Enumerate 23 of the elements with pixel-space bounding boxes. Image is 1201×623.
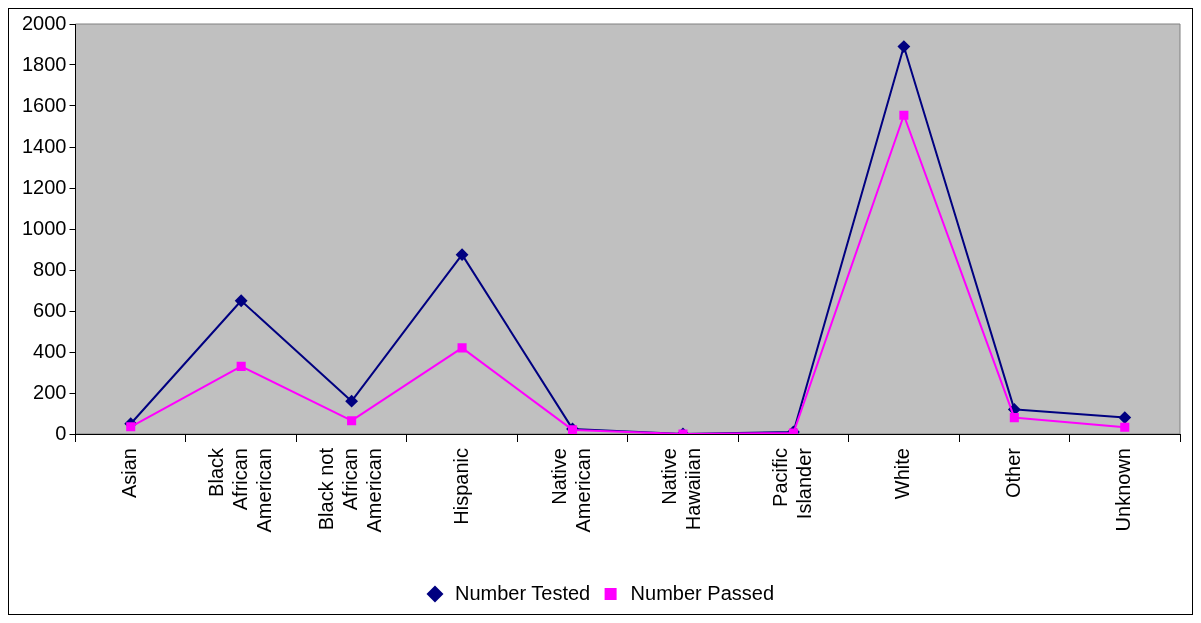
y-tick-label: 400 bbox=[33, 339, 67, 362]
x-tick-label: White bbox=[891, 448, 914, 500]
x-tick-label: Black not African American bbox=[315, 447, 386, 533]
legend-label: Number Tested bbox=[454, 581, 591, 604]
x-tick-label: Pacific Islander bbox=[768, 447, 815, 520]
legend-label: Number Passed bbox=[630, 581, 775, 604]
x-tick-label: Native Hawaiian bbox=[658, 448, 705, 531]
x-tick-label: Black African American bbox=[204, 447, 275, 533]
y-tick-label: 0 bbox=[55, 421, 67, 444]
y-tick-label: 600 bbox=[33, 298, 67, 321]
x-tick-label: Other bbox=[1001, 447, 1024, 499]
y-tick-label: 2000 bbox=[21, 11, 67, 34]
x-tick-label: Asian bbox=[118, 448, 141, 499]
x-tick-label: Hispanic bbox=[449, 448, 472, 525]
x-tick-label: Unknown bbox=[1112, 448, 1135, 532]
y-tick-label: 1800 bbox=[21, 52, 67, 75]
y-tick-label: 1000 bbox=[21, 216, 67, 239]
y-tick-label: 1200 bbox=[21, 175, 67, 198]
y-tick-label: 1400 bbox=[21, 134, 67, 157]
y-tick-label: 1600 bbox=[21, 93, 67, 116]
y-tick-label: 800 bbox=[33, 257, 67, 280]
x-tick-label: Native American bbox=[548, 448, 595, 533]
y-tick-label: 200 bbox=[33, 380, 67, 403]
